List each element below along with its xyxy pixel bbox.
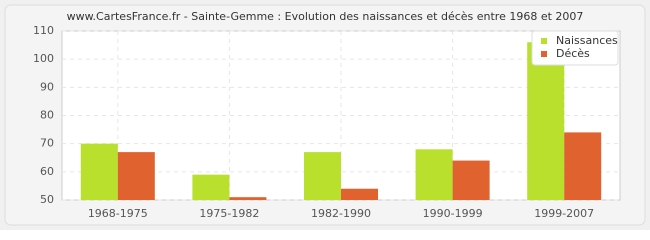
bar xyxy=(192,174,230,200)
y-tick-label: 80 xyxy=(40,109,54,122)
bar xyxy=(564,132,602,200)
bar xyxy=(527,42,565,201)
y-tick-label: 60 xyxy=(40,165,54,178)
chart-title: www.CartesFrance.fr - Sainte-Gemme : Evo… xyxy=(67,10,584,23)
legend-label: Naissances xyxy=(556,34,618,47)
legend-swatch xyxy=(541,38,547,44)
bar xyxy=(452,160,490,200)
chart: www.CartesFrance.fr - Sainte-Gemme : Evo… xyxy=(0,0,650,230)
bar xyxy=(229,197,267,200)
y-tick-label: 90 xyxy=(40,80,54,93)
y-tick-label: 100 xyxy=(33,52,54,65)
y-tick-label: 70 xyxy=(40,137,54,150)
legend-box xyxy=(531,30,619,66)
x-tick-label: 1968-1975 xyxy=(88,207,148,220)
bar xyxy=(341,188,378,200)
x-tick-label: 1990-1999 xyxy=(423,207,483,220)
bar xyxy=(117,152,155,200)
bar xyxy=(80,143,118,200)
x-tick-label: 1999-2007 xyxy=(534,207,594,220)
legend-label: Décès xyxy=(556,47,590,60)
x-tick-label: 1975-1982 xyxy=(199,207,259,220)
bar xyxy=(304,152,341,200)
x-tick-label: 1982-1990 xyxy=(311,207,371,220)
y-tick-label: 110 xyxy=(33,24,54,37)
bar xyxy=(415,149,453,200)
legend-swatch xyxy=(541,51,547,57)
y-tick-label: 50 xyxy=(40,193,54,206)
